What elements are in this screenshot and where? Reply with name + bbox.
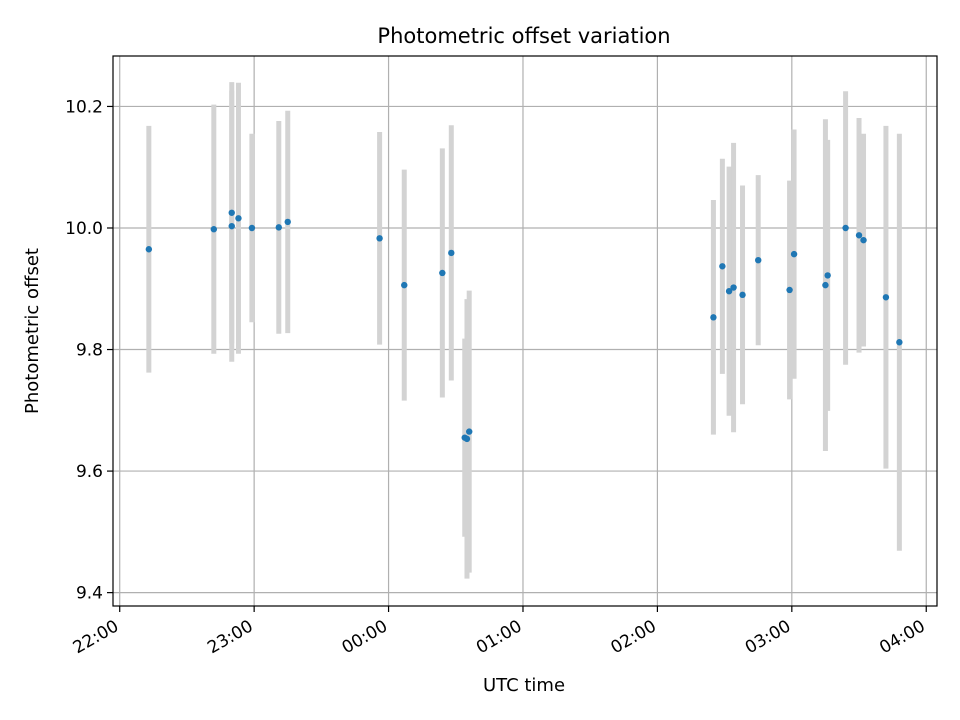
data-point xyxy=(822,281,829,289)
data-point xyxy=(228,222,235,230)
data-point xyxy=(790,250,798,258)
data-point xyxy=(248,224,256,232)
data-point xyxy=(755,256,762,264)
x-axis-label: UTC time xyxy=(483,675,565,696)
chart-title: Photometric offset variation xyxy=(377,24,670,48)
data-point xyxy=(882,294,890,301)
data-points xyxy=(145,209,903,443)
data-point xyxy=(463,435,471,443)
data-point xyxy=(145,246,153,253)
data-point xyxy=(401,281,408,289)
data-point xyxy=(860,236,867,244)
data-point xyxy=(448,249,455,257)
y-tick-label: 9.4 xyxy=(76,584,103,604)
y-tick-label: 10.2 xyxy=(65,97,103,117)
data-point xyxy=(710,314,717,321)
data-point xyxy=(786,286,793,294)
data-point xyxy=(824,272,831,279)
y-axis-ticks: 9.4 9.6 9.8 10.0 10.2 xyxy=(65,97,113,604)
data-point xyxy=(855,232,863,239)
data-point xyxy=(730,284,737,291)
data-point xyxy=(739,291,746,299)
y-axis-label: Photometric offset xyxy=(22,248,43,414)
data-point xyxy=(284,218,291,226)
data-point xyxy=(725,287,733,295)
axes-frame xyxy=(112,55,938,607)
data-point xyxy=(376,235,383,242)
data-point xyxy=(210,226,218,233)
y-tick-label: 9.6 xyxy=(76,462,103,482)
data-point xyxy=(275,224,282,231)
data-point xyxy=(439,269,446,277)
data-point xyxy=(466,428,473,435)
data-point xyxy=(719,263,726,270)
y-tick-label: 9.8 xyxy=(76,341,103,361)
y-tick-label: 10.0 xyxy=(65,219,103,239)
data-point xyxy=(896,339,903,346)
data-point xyxy=(842,224,849,232)
data-point xyxy=(228,209,235,216)
data-point xyxy=(235,215,242,222)
